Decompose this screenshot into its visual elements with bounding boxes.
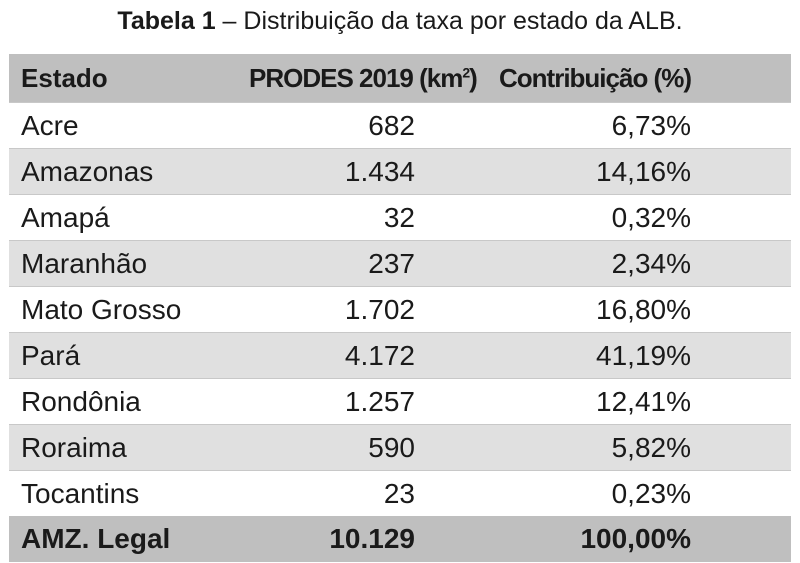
prodes-cell: 32 xyxy=(383,201,415,233)
contrib-cell: 5,82% xyxy=(415,424,691,471)
caption-text: – Distribuição da taxa por estado da ALB… xyxy=(215,7,683,35)
contrib-cell: 6,73% xyxy=(611,109,691,141)
row-pad xyxy=(691,424,791,471)
total-prodes: 10.129 xyxy=(249,516,415,562)
table-caption: Tabela 1 – Distribuição da taxa por esta… xyxy=(0,0,800,42)
prodes-cell: 1.257 xyxy=(344,385,415,417)
contrib-cell: 12,41% xyxy=(596,385,691,417)
state-cell: Pará xyxy=(9,332,249,379)
row-pad xyxy=(691,240,791,287)
row-pad xyxy=(691,379,791,425)
table-header-row: Estado PRODES 2019 (km2) Contribuição (%… xyxy=(9,54,791,103)
prodes-cell: 1.702 xyxy=(344,293,415,325)
header-pad xyxy=(691,54,791,103)
table-total-row: AMZ. Legal 10.129 100,00% xyxy=(9,516,791,562)
state-cell: Maranhão xyxy=(9,240,249,287)
contrib-cell: 41,19% xyxy=(415,332,691,379)
total-state: AMZ. Legal xyxy=(9,516,249,562)
header-prodes-close: ) xyxy=(469,62,478,93)
table-row: Pará 4.172 41,19% xyxy=(9,332,791,379)
prodes-cell: 590 xyxy=(249,424,415,471)
row-pad xyxy=(691,195,791,241)
caption-label: Tabela 1 xyxy=(117,7,216,35)
row-pad xyxy=(691,287,791,333)
contrib-cell: 0,23% xyxy=(611,477,691,509)
contrib-cell: 2,34% xyxy=(415,240,691,287)
header-prodes-sup: 2 xyxy=(462,63,470,80)
contrib-cell: 0,32% xyxy=(611,201,691,233)
state-cell: Amazonas xyxy=(9,148,249,195)
row-pad xyxy=(691,103,791,149)
state-cell: Amapá xyxy=(21,201,110,233)
row-pad xyxy=(691,332,791,379)
state-cell: Rondônia xyxy=(21,385,141,417)
prodes-cell: 682 xyxy=(368,109,415,141)
state-cell: Tocantins xyxy=(21,477,140,509)
contrib-cell: 14,16% xyxy=(415,148,691,195)
prodes-cell: 4.172 xyxy=(249,332,415,379)
table-row: Rondônia 1.257 12,41% xyxy=(9,378,791,425)
header-prodes-text: PRODES 2019 (km xyxy=(249,62,463,93)
table-row: Roraima 590 5,82% xyxy=(9,424,791,471)
table-body: Acre 682 6,73% Amazonas 1.434 14,16% Amapá 32 0,… xyxy=(9,102,791,517)
header-contrib: Contribuição (%) xyxy=(415,54,692,103)
prodes-cell: 23 xyxy=(383,477,415,509)
row-pad xyxy=(691,471,791,517)
table-row: Amazonas 1.434 14,16% xyxy=(9,148,791,195)
total-pad xyxy=(691,516,791,562)
table-row: Tocantins 23 0,23% xyxy=(9,470,791,517)
state-cell: Roraima xyxy=(9,424,249,471)
table-row: Amapá 32 0,32% xyxy=(9,194,791,241)
prodes-cell: 1.434 xyxy=(249,148,415,195)
deforestation-table: Estado PRODES 2019 (km2) Contribuição (%… xyxy=(9,54,791,562)
state-cell: Acre xyxy=(21,109,79,141)
table-row: Mato Grosso 1.702 16,80% xyxy=(9,286,791,333)
total-contrib: 100,00% xyxy=(415,516,691,562)
contrib-cell: 16,80% xyxy=(596,293,691,325)
prodes-cell: 237 xyxy=(249,240,415,287)
header-state: Estado xyxy=(9,54,249,103)
row-pad xyxy=(691,148,791,195)
table-row: Maranhão 237 2,34% xyxy=(9,240,791,287)
header-prodes: PRODES 2019 (km2) xyxy=(249,54,478,103)
table-row: Acre 682 6,73% xyxy=(9,102,791,149)
state-cell: Mato Grosso xyxy=(21,293,182,325)
